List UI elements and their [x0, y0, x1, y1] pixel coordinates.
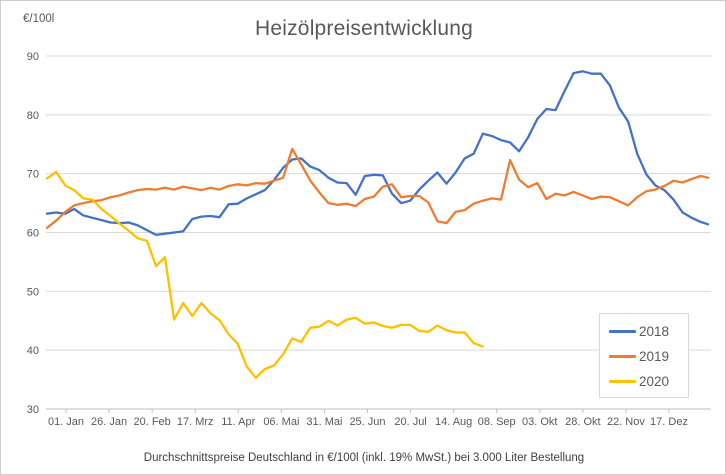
- x-axis-label-11-Apr: 11. Apr: [221, 416, 255, 428]
- x-axis-label-26-Jan: 26. Jan: [91, 416, 127, 428]
- x-axis-label-28-Okt: 28. Okt: [565, 416, 600, 428]
- footer-caption: Durchschnittspreise Deutschland in €/100…: [143, 452, 585, 464]
- x-axis-label-31-Mai: 31. Mai: [306, 416, 342, 428]
- y-axis-label-90: 90: [27, 51, 39, 63]
- y-axis-label-80: 80: [27, 110, 39, 122]
- legend-item-2018[interactable]: 2018: [609, 319, 688, 344]
- legend-label-2020: 2020: [639, 374, 670, 389]
- legend-label-2018: 2018: [639, 324, 670, 339]
- y-axis-label-70: 70: [27, 169, 39, 181]
- x-axis-label-03-Okt: 03. Okt: [522, 416, 557, 428]
- legend-line-swatch-2020: [609, 380, 636, 383]
- legend-item-2020[interactable]: 2020: [609, 369, 688, 394]
- x-axis-label-17-Dez: 17. Dez: [650, 416, 688, 428]
- chart-legend: 2018 2019 2020: [599, 313, 689, 398]
- y-axis-label-30: 30: [27, 404, 39, 416]
- y-axis-label-60: 60: [27, 228, 39, 240]
- y-axis-label-50: 50: [27, 286, 39, 298]
- x-axis-label-06-Mai: 06. Mai: [263, 416, 299, 428]
- x-axis-label-20-Feb: 20. Feb: [133, 416, 170, 428]
- x-axis-label-25-Jun: 25. Jun: [349, 416, 385, 428]
- y-axis-unit-label: €/100l: [23, 13, 55, 25]
- series-line-2018: [45, 70, 710, 237]
- x-axis-label-17-Mrz: 17. Mrz: [177, 416, 214, 428]
- legend-line-swatch-2018: [609, 330, 636, 333]
- x-axis-label-22-Nov: 22. Nov: [607, 416, 645, 428]
- chart-title: Heizölpreisentwicklung: [255, 17, 473, 40]
- series-line-2020: [45, 170, 484, 379]
- legend-item-2019[interactable]: 2019: [609, 344, 688, 369]
- x-axis-label-08-Sep: 08. Sep: [478, 416, 516, 428]
- series-line-2019: [45, 147, 710, 229]
- x-axis-label-20-Jul: 20. Jul: [394, 416, 426, 428]
- x-axis-label-14-Aug: 14. Aug: [435, 416, 472, 428]
- x-axis-label-01-Jan: 01. Jan: [48, 416, 84, 428]
- legend-line-swatch-2019: [609, 355, 636, 358]
- y-axis-label-40: 40: [27, 345, 39, 357]
- legend-label-2019: 2019: [639, 349, 670, 364]
